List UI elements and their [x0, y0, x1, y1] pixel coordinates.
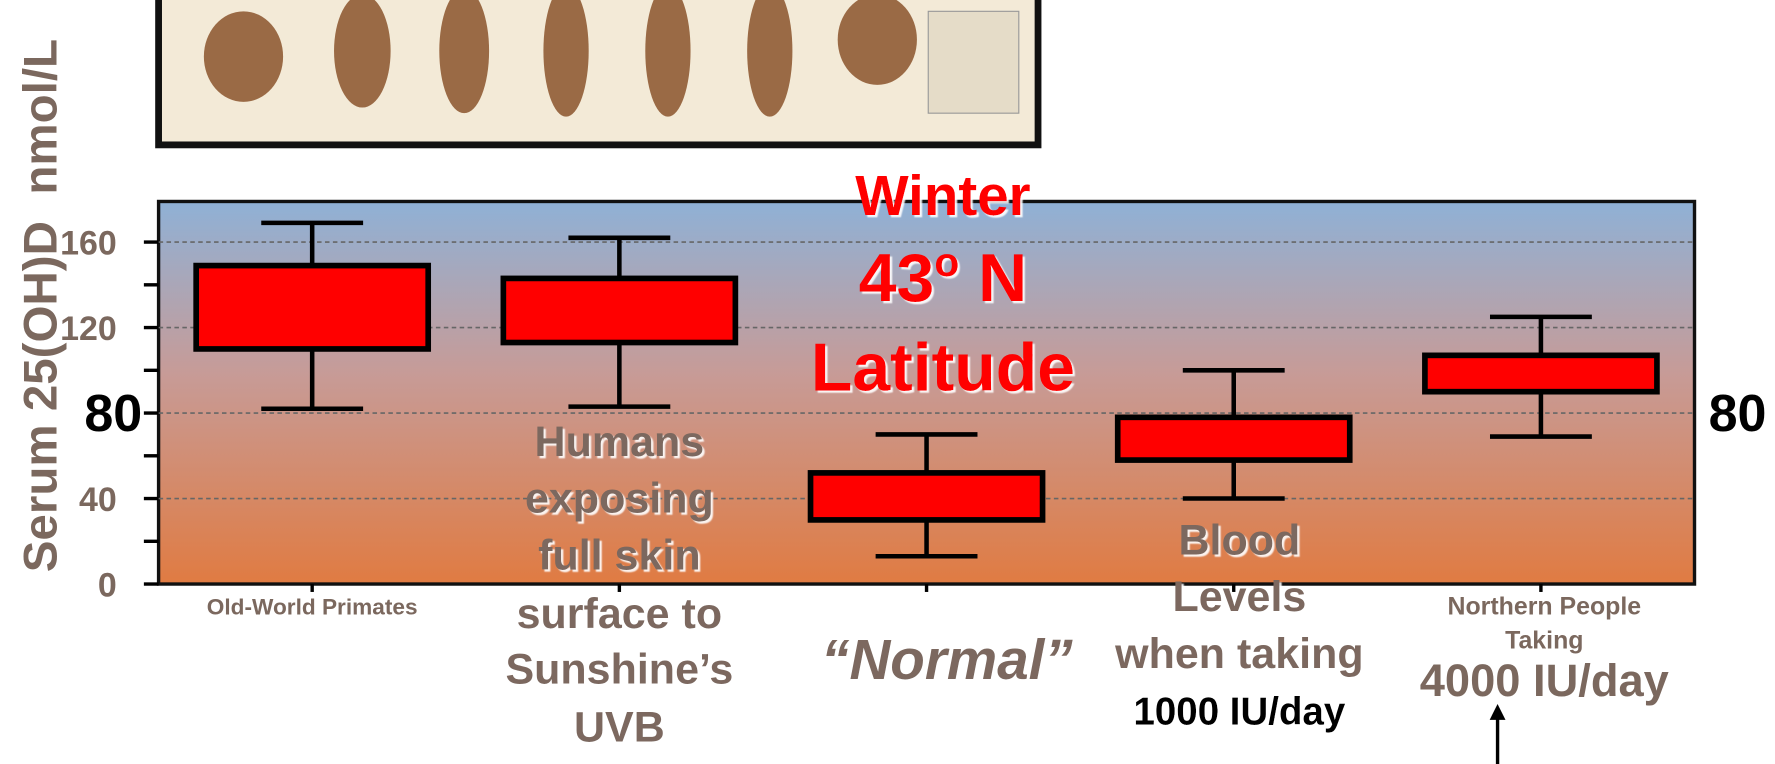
- box: [807, 470, 1046, 523]
- chart-title: Winter: [855, 164, 1031, 227]
- x-tick-label: Northern People: [1448, 593, 1642, 621]
- y-tick-label: 160: [60, 225, 117, 263]
- x-tick-label: UVB: [574, 703, 665, 751]
- chart-title-sup: o: [934, 239, 959, 285]
- y-tick-label: 120: [60, 310, 117, 348]
- y-tick-label: 80: [84, 385, 142, 443]
- x-tick-label: Taking: [1505, 627, 1583, 655]
- x-tick-label: “Normal”: [821, 628, 1073, 691]
- y-tick-label: 40: [79, 481, 117, 519]
- chart-title: Latitude: [811, 330, 1075, 405]
- chart-title: 43o N: [859, 239, 1027, 316]
- y-axis-label: Serum 25(OH)D nmol/L: [15, 39, 68, 572]
- x-tick-label: Humans: [535, 418, 705, 466]
- chart-title-part: N: [959, 241, 1027, 316]
- box: [1114, 414, 1353, 463]
- box: [500, 275, 739, 346]
- x-tick-label: exposing: [525, 475, 714, 523]
- x-tick-label: 1000 IU/day: [1134, 690, 1346, 733]
- x-tick-label: when taking: [1114, 630, 1363, 678]
- x-tick-label: 4000 IU/day: [1420, 655, 1669, 706]
- box: [193, 262, 432, 352]
- arrow-head: [1489, 704, 1506, 720]
- y-tick-label-right: 80: [1709, 385, 1767, 443]
- x-tick-label: full skin: [538, 531, 700, 579]
- x-tick-label: surface to: [517, 590, 723, 638]
- chart-title-part: 43: [859, 241, 935, 316]
- photo: [155, 0, 1042, 149]
- y-tick-label: 0: [98, 566, 117, 604]
- x-tick-label: Levels: [1172, 573, 1306, 621]
- box: [1422, 352, 1660, 395]
- x-tick-label: Blood: [1178, 517, 1300, 565]
- x-tick-label: Old-World Primates: [207, 595, 418, 620]
- x-tick-label: Sunshine’s: [505, 646, 733, 694]
